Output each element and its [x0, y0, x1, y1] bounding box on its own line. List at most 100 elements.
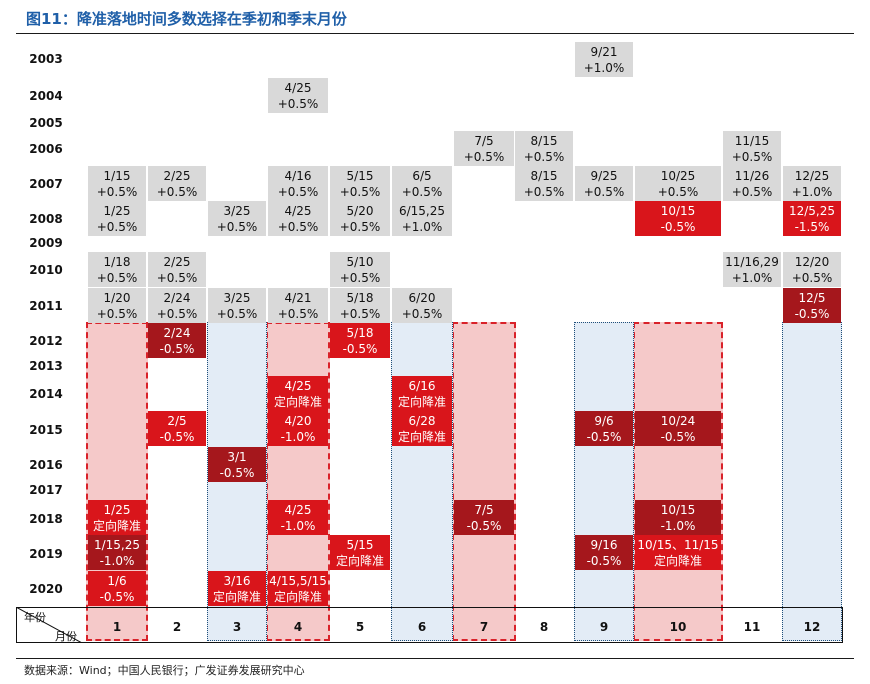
- cell-date: 5/20: [346, 203, 374, 218]
- cell-date: 3/25: [223, 203, 251, 218]
- cell-value: 定向降准: [397, 429, 446, 444]
- cell-date: 12/25: [794, 168, 830, 183]
- cell-date: 2/25: [163, 168, 191, 183]
- rrr-cut-cell: 10/15、11/15 定向降准: [635, 535, 721, 570]
- rrr-hike-cell: 9/21 +1.0%: [575, 42, 633, 77]
- cell-date: 8/15: [530, 168, 558, 183]
- cell-value: -0.5%: [159, 341, 195, 356]
- rrr-cut-cell: 6/16 定向降准: [392, 376, 452, 411]
- cell-date: 10/15、11/15: [637, 537, 719, 552]
- quarter-end-band: [391, 322, 453, 641]
- month-label: 6: [417, 620, 427, 634]
- rrr-cut-cell: 4/25 定向降准: [268, 376, 328, 411]
- rrr-cut-cell: 5/15 定向降准: [330, 535, 390, 570]
- cell-value: +0.5%: [277, 306, 319, 321]
- year-label: 2009: [29, 236, 63, 250]
- cell-date: 12/5: [798, 290, 826, 305]
- cell-value: +0.5%: [339, 270, 381, 285]
- cell-value: 定向降准: [92, 518, 141, 533]
- year-label: 2014: [29, 387, 63, 401]
- cell-date: 1/25: [103, 203, 131, 218]
- year-label: 2003: [29, 52, 63, 66]
- rrr-hike-cell: 4/16 +0.5%: [268, 166, 328, 201]
- cell-date: 10/15: [660, 203, 696, 218]
- cell-date: 6/20: [408, 290, 436, 305]
- rrr-cut-cell: 5/18 -0.5%: [330, 323, 390, 358]
- month-axis: [16, 607, 843, 643]
- cell-date: 4/25: [284, 378, 312, 393]
- cell-date: 11/15: [734, 133, 770, 148]
- rrr-hike-cell: 11/26 +0.5%: [723, 166, 781, 201]
- cell-value: +0.5%: [156, 270, 198, 285]
- year-label: 2010: [29, 263, 63, 277]
- cell-value: -1.5%: [794, 219, 830, 234]
- cell-value: -1.0%: [99, 553, 135, 568]
- rrr-hike-cell: 5/10 +0.5%: [330, 252, 390, 287]
- cell-value: -0.5%: [159, 429, 195, 444]
- rrr-cut-cell: 2/24 -0.5%: [148, 323, 206, 358]
- month-label: 11: [743, 620, 761, 634]
- cell-date: 3/25: [223, 290, 251, 305]
- quarter-start-band: [452, 322, 516, 641]
- cell-date: 8/15: [530, 133, 558, 148]
- rrr-hike-cell: 4/25 +0.5%: [268, 78, 328, 113]
- cell-value: -0.5%: [342, 341, 378, 356]
- cell-value: +1.0%: [401, 219, 443, 234]
- quarter-end-band: [782, 322, 842, 641]
- cell-value: -0.5%: [660, 219, 696, 234]
- cell-date: 4/16: [284, 168, 312, 183]
- rrr-cut-cell: 7/5 -0.5%: [454, 500, 514, 535]
- cell-value: -0.5%: [586, 553, 622, 568]
- cell-value: +0.5%: [401, 306, 443, 321]
- cell-date: 1/6: [107, 573, 127, 588]
- cell-value: +1.0%: [731, 270, 773, 285]
- source-note: 数据来源：Wind；中国人民银行；广发证券发展研究中心: [24, 664, 305, 677]
- year-label: 2013: [29, 359, 63, 373]
- rrr-cut-cell: 9/16 -0.5%: [575, 535, 633, 570]
- cell-value: +0.5%: [339, 219, 381, 234]
- cell-value: +0.5%: [463, 149, 505, 164]
- rrr-hike-cell: 12/20 +0.5%: [783, 252, 841, 287]
- rrr-hike-cell: 2/25 +0.5%: [148, 166, 206, 201]
- cell-value: +0.5%: [277, 184, 319, 199]
- cell-value: +0.5%: [731, 149, 773, 164]
- year-label: 2008: [29, 212, 63, 226]
- cell-date: 12/20: [794, 254, 830, 269]
- cell-date: 5/18: [346, 290, 374, 305]
- rrr-cut-cell: 1/6 -0.5%: [88, 571, 146, 606]
- rrr-cut-cell: 1/15,25 -1.0%: [88, 535, 146, 570]
- year-label: 2017: [29, 483, 63, 497]
- rrr-hike-cell: 10/25 +0.5%: [635, 166, 721, 201]
- rrr-hike-cell: 5/18 +0.5%: [330, 288, 390, 323]
- cell-date: 3/1: [227, 449, 247, 464]
- cell-value: -0.5%: [586, 429, 622, 444]
- cell-value: +0.5%: [96, 270, 138, 285]
- cell-date: 11/26: [734, 168, 770, 183]
- rrr-cut-cell: 12/5 -0.5%: [783, 288, 841, 323]
- rrr-hike-cell: 1/25 +0.5%: [88, 201, 146, 236]
- month-label: 2: [172, 620, 182, 634]
- cell-value: -0.5%: [794, 306, 830, 321]
- rrr-cut-cell: 3/1 -0.5%: [208, 447, 266, 482]
- rrr-hike-cell: 6/15,25 +1.0%: [392, 201, 452, 236]
- cell-date: 1/18: [103, 254, 131, 269]
- title-rule: [16, 33, 854, 34]
- rrr-cut-cell: 10/15 -1.0%: [635, 500, 721, 535]
- rrr-cut-cell: 10/15 -0.5%: [635, 201, 721, 236]
- rrr-hike-cell: 9/25 +0.5%: [575, 166, 633, 201]
- rrr-hike-cell: 1/15 +0.5%: [88, 166, 146, 201]
- rrr-hike-cell: 2/24 +0.5%: [148, 288, 206, 323]
- cell-value: +0.5%: [216, 219, 258, 234]
- cell-value: +1.0%: [791, 184, 833, 199]
- cell-date: 9/6: [594, 413, 614, 428]
- year-label: 2005: [29, 116, 63, 130]
- year-label: 2020: [29, 582, 63, 596]
- cell-value: +0.5%: [583, 184, 625, 199]
- month-label: 12: [803, 620, 821, 634]
- year-label: 2004: [29, 89, 63, 103]
- rrr-hike-cell: 11/16,29 +1.0%: [723, 252, 781, 287]
- cell-value: -0.5%: [660, 429, 696, 444]
- cell-date: 10/24: [660, 413, 696, 428]
- cell-date: 2/25: [163, 254, 191, 269]
- cell-date: 4/25: [284, 80, 312, 95]
